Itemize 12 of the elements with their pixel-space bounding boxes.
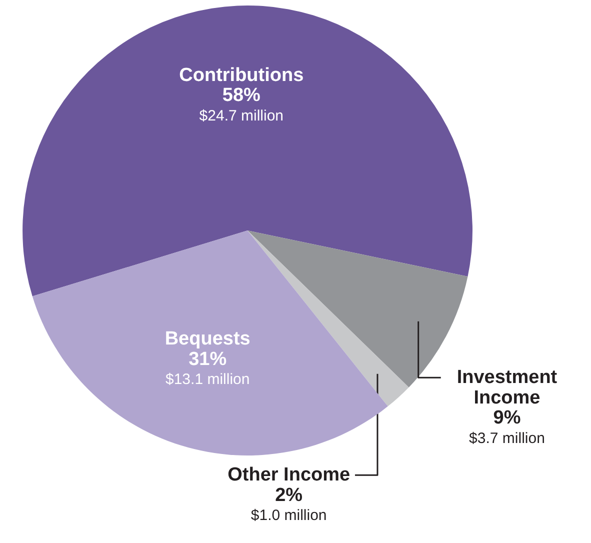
data-label: 31% bbox=[188, 348, 227, 370]
data-label: 2% bbox=[275, 484, 303, 506]
slice-label: Bequests bbox=[164, 328, 250, 350]
text: $24.7 million bbox=[199, 107, 284, 124]
text: $13.1 million bbox=[165, 371, 250, 388]
slice-label: Investment Income bbox=[456, 367, 558, 408]
slice-label: Contributions bbox=[179, 64, 304, 86]
data-label: 58% bbox=[222, 85, 261, 106]
text: $3.7 million bbox=[469, 430, 545, 447]
data-label: 9% bbox=[493, 408, 521, 429]
text: $1.0 million bbox=[250, 507, 327, 524]
slice-label: Other Income bbox=[228, 464, 350, 486]
